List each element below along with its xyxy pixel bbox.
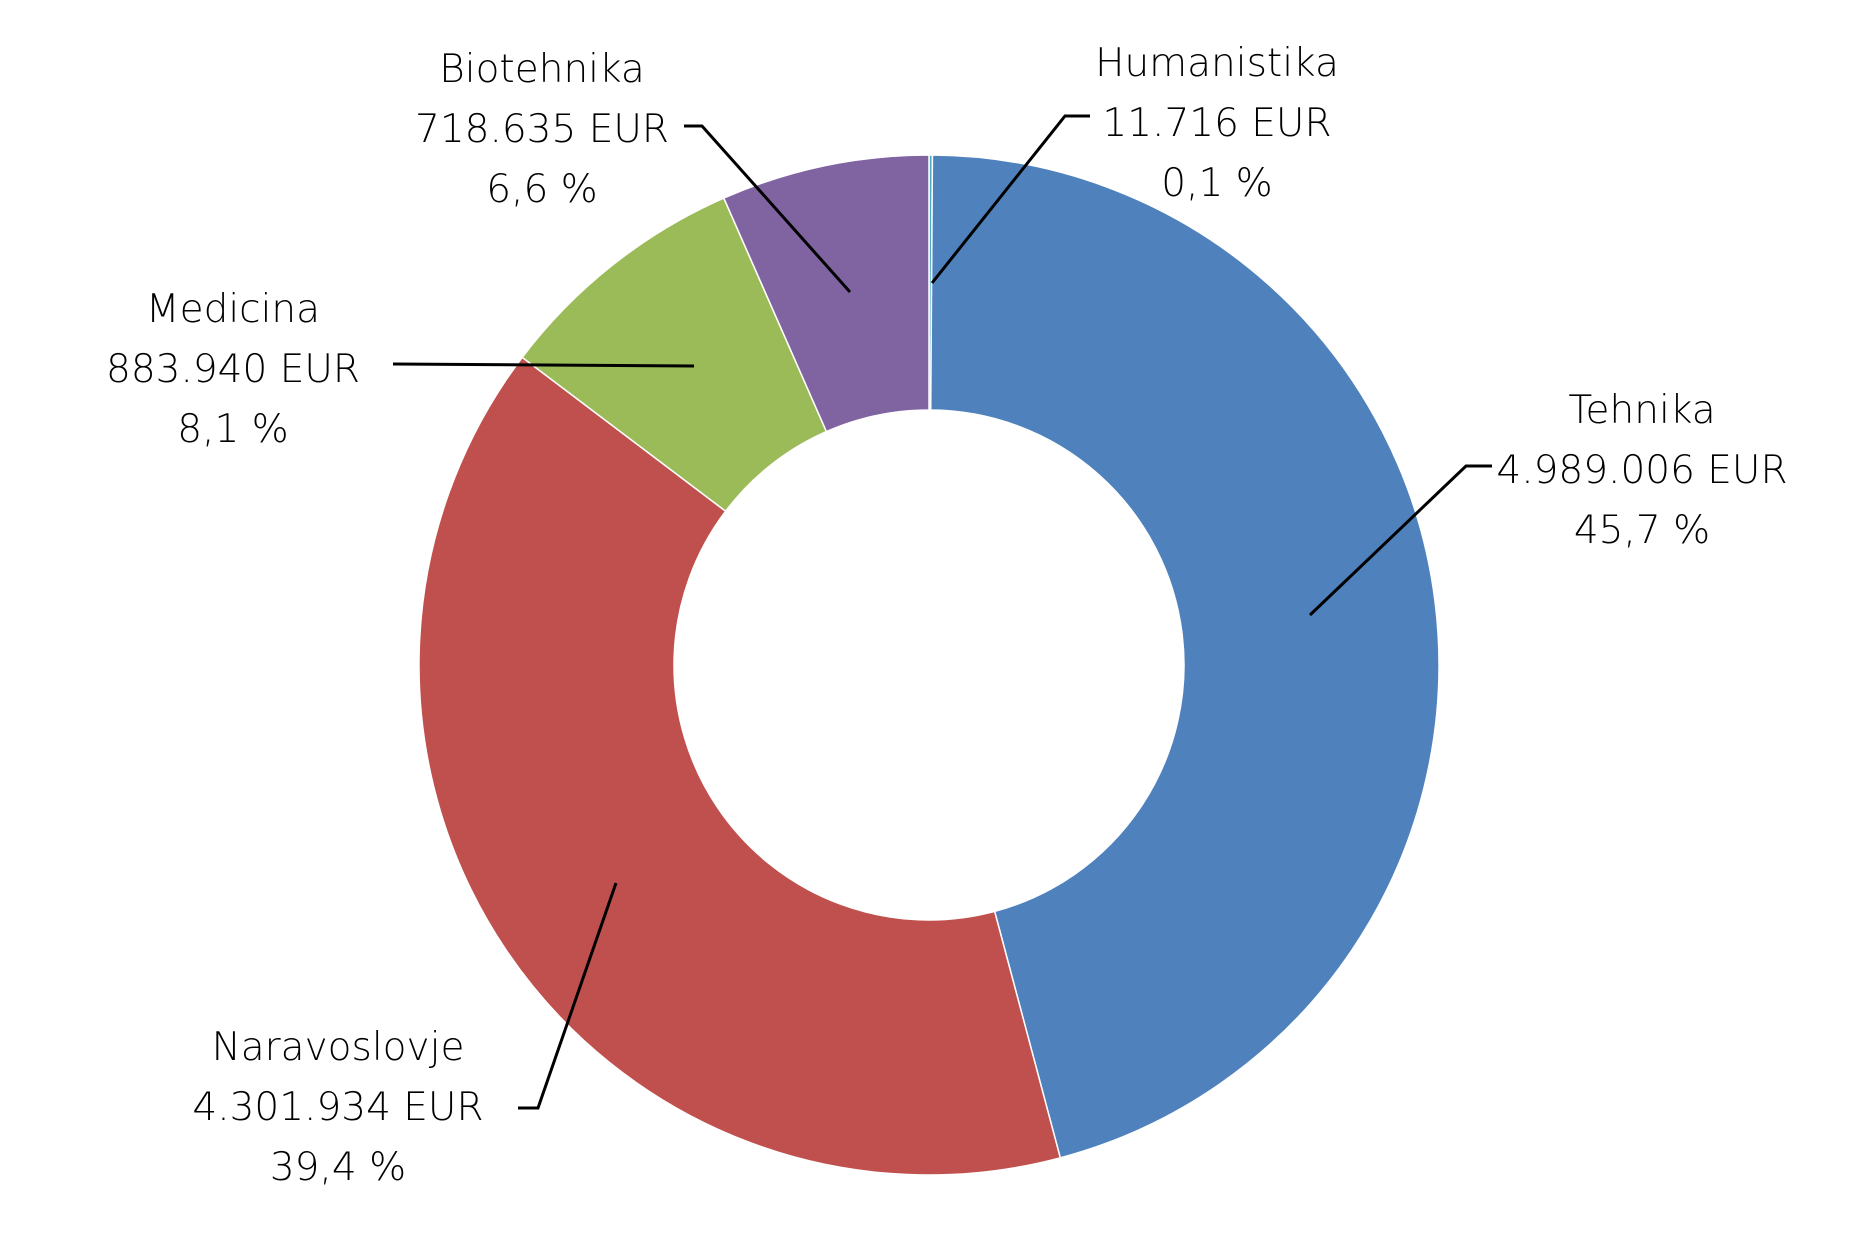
data-labels-layer: Humanistika 11.716 EUR 0,1 % Tehnika 4.989.0… <box>106 41 1788 1190</box>
slice-biotehnika <box>722 154 930 433</box>
data-label-naravoslovje: Naravoslovje 4.301.934 EUR 39,4 % <box>192 1025 483 1190</box>
value-label: 883.940 EUR <box>106 347 360 392</box>
value-label: 718.635 EUR <box>415 107 669 152</box>
percent-label: 45,7 % <box>1574 508 1710 553</box>
category-label: Medicina <box>146 287 320 332</box>
percent-label: 39,4 % <box>270 1145 406 1190</box>
slices-layer <box>418 154 1440 1176</box>
category-label: Humanistika <box>1095 41 1339 86</box>
leader-line-naravoslovje <box>518 882 618 1110</box>
data-label-tehnika: Tehnika 4.989.006 EUR 45,7 % <box>1496 388 1787 553</box>
leader-line-tehnika <box>1308 464 1492 617</box>
category-label: Tehnika <box>1568 388 1715 433</box>
leader-lines-layer <box>392 114 1492 1110</box>
leader-line-biotehnika <box>684 124 852 293</box>
category-label: Biotehnika <box>439 47 645 92</box>
value-label: 4.989.006 EUR <box>1496 448 1787 493</box>
slice-tehnika <box>929 154 1440 1159</box>
slice-naravoslovje <box>418 356 1062 1176</box>
data-label-biotehnika: Biotehnika 718.635 EUR 6,6 % <box>415 47 669 212</box>
leader-line-medicina <box>392 362 695 368</box>
value-label: 4.301.934 EUR <box>192 1085 483 1130</box>
percent-label: 8,1 % <box>177 407 288 452</box>
data-label-medicina: Medicina 883.940 EUR 8,1 % <box>106 287 360 452</box>
value-label: 11.716 EUR <box>1102 101 1331 146</box>
category-label: Naravoslovje <box>212 1025 465 1070</box>
percent-label: 6,6 % <box>486 167 597 212</box>
data-label-humanistika: Humanistika 11.716 EUR 0,1 % <box>1095 41 1339 206</box>
leader-line-humanistika <box>930 114 1090 284</box>
percent-label: 0,1 % <box>1161 161 1272 206</box>
